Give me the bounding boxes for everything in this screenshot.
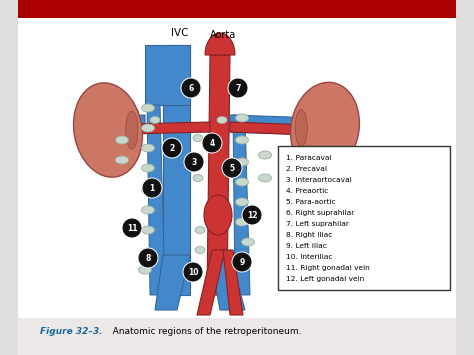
Polygon shape [147,105,165,295]
Circle shape [142,178,162,198]
Circle shape [242,205,262,225]
Circle shape [202,133,222,153]
Polygon shape [223,250,243,315]
Text: 6: 6 [188,84,193,93]
Text: 4. Preaortic: 4. Preaortic [286,188,328,194]
Polygon shape [207,55,230,295]
Ellipse shape [204,195,232,235]
Ellipse shape [236,114,248,122]
Circle shape [222,158,242,178]
Circle shape [162,138,182,158]
Polygon shape [205,33,235,55]
Circle shape [183,262,203,282]
Text: 5. Para-aortic: 5. Para-aortic [286,199,336,205]
Ellipse shape [142,164,155,172]
Ellipse shape [236,178,248,186]
Text: 7. Left suprahilar: 7. Left suprahilar [286,221,349,227]
Circle shape [122,218,142,238]
Text: IVC: IVC [171,28,189,38]
Polygon shape [90,122,210,135]
Polygon shape [145,45,190,105]
Ellipse shape [195,226,205,234]
Ellipse shape [193,175,203,181]
Ellipse shape [116,156,128,164]
Text: Figure 32–3.: Figure 32–3. [40,327,102,336]
Text: 3. Interaortocaval: 3. Interaortocaval [286,177,352,183]
Text: 12: 12 [247,211,257,220]
Text: 3: 3 [191,158,197,167]
Text: 9. Left iliac: 9. Left iliac [286,243,327,249]
Ellipse shape [142,226,155,234]
Polygon shape [197,250,225,315]
Text: 1. Paracaval: 1. Paracaval [286,155,332,161]
Polygon shape [230,122,310,135]
Circle shape [184,152,204,172]
FancyBboxPatch shape [18,318,456,355]
Polygon shape [163,45,190,295]
Circle shape [138,248,158,268]
Ellipse shape [193,154,203,162]
Text: 5: 5 [229,164,235,173]
Text: 11. Right gonadal vein: 11. Right gonadal vein [286,265,370,271]
Ellipse shape [236,218,248,226]
Text: 12. Left gonadal vein: 12. Left gonadal vein [286,276,364,282]
Ellipse shape [195,246,205,253]
Ellipse shape [258,174,272,182]
Ellipse shape [142,124,155,132]
Text: 6. Right suprahilar: 6. Right suprahilar [286,210,354,216]
Circle shape [181,78,201,98]
Text: 8: 8 [146,254,151,263]
Ellipse shape [295,110,307,146]
Ellipse shape [126,111,138,149]
Polygon shape [210,255,245,310]
Text: 10: 10 [188,268,198,277]
Ellipse shape [217,116,227,124]
Ellipse shape [142,144,155,152]
Text: 9: 9 [239,258,245,267]
Text: 7: 7 [235,84,241,93]
Ellipse shape [236,158,248,166]
Text: 10. Interiliac: 10. Interiliac [286,254,332,260]
Text: Aorta: Aorta [210,30,236,40]
Ellipse shape [193,135,203,142]
Ellipse shape [142,104,155,112]
Ellipse shape [258,151,272,159]
Text: 2: 2 [169,144,174,153]
Ellipse shape [142,206,155,214]
FancyBboxPatch shape [18,18,456,328]
Ellipse shape [142,186,155,194]
Ellipse shape [116,136,128,144]
Text: 8. Right iliac: 8. Right iliac [286,232,332,238]
FancyBboxPatch shape [278,146,450,290]
Polygon shape [230,115,318,135]
Text: Anatomic regions of the retroperitoneum.: Anatomic regions of the retroperitoneum. [104,327,301,336]
Circle shape [228,78,248,98]
Polygon shape [155,255,190,310]
Ellipse shape [236,136,248,144]
Ellipse shape [236,198,248,206]
FancyBboxPatch shape [18,0,456,18]
Text: 4: 4 [210,139,215,148]
Ellipse shape [150,116,160,124]
Ellipse shape [241,238,255,246]
Text: 11: 11 [127,224,137,233]
Ellipse shape [138,266,152,274]
Ellipse shape [73,83,143,177]
Polygon shape [80,115,145,135]
Text: 1: 1 [149,184,155,193]
Polygon shape [233,115,250,295]
Text: 2. Precaval: 2. Precaval [286,166,327,172]
Ellipse shape [142,248,155,256]
Circle shape [232,252,252,272]
Ellipse shape [291,82,359,174]
